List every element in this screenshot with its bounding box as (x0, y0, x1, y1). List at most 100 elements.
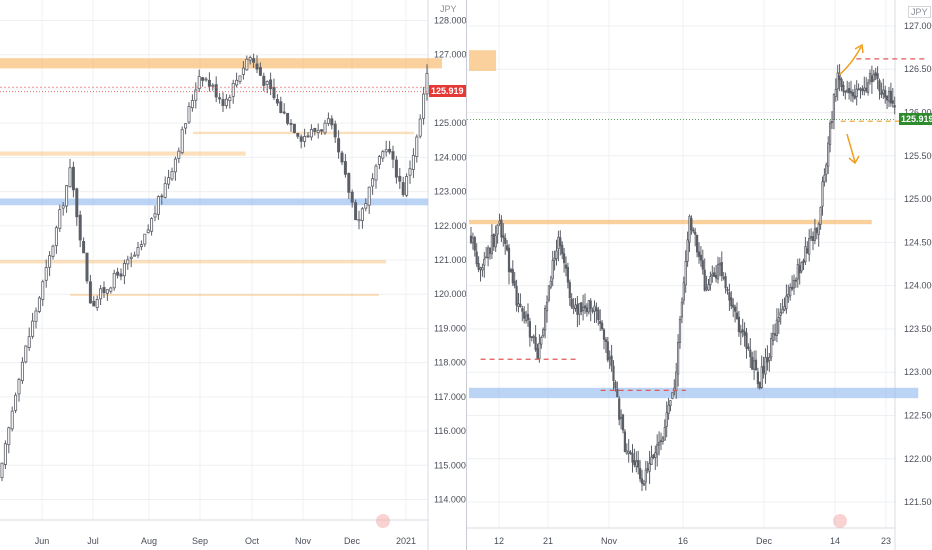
candle-body (692, 229, 695, 232)
candle-body (547, 285, 550, 301)
candle-body (874, 72, 877, 77)
candle-body (551, 260, 554, 280)
candle-body (610, 355, 613, 366)
right-chart-panel[interactable]: 127.000 126.500 126.000 125.500 125.000 124.5… (466, 0, 932, 550)
candle-body (415, 136, 419, 157)
left-chart-panel[interactable]: 128.000127.000126.000125.000124.000123.0… (0, 0, 466, 550)
candle-body (41, 281, 45, 300)
candle-body (699, 254, 702, 261)
candle-body (819, 206, 822, 225)
x-tick-label: Jul (87, 536, 99, 546)
candle-body (568, 282, 571, 299)
candle-body (469, 235, 473, 243)
candle-body (876, 73, 879, 79)
candle-body (884, 90, 887, 98)
candle-body (95, 299, 99, 308)
candle-body (836, 72, 839, 90)
candle-body (221, 99, 225, 106)
candle-body (282, 111, 286, 114)
candle-body (422, 93, 426, 119)
candle-body (496, 224, 499, 235)
support-zone (0, 198, 428, 206)
candle-body (648, 463, 651, 472)
y-tick-label: 121.000 (434, 255, 466, 265)
candle-body (659, 440, 663, 443)
candle-body (109, 287, 113, 292)
candle-body (663, 427, 666, 441)
candle-body (678, 318, 682, 343)
candle-body (582, 306, 585, 311)
candle-body (656, 444, 659, 455)
candle-body (471, 237, 474, 244)
y-tick-label: 121.500 (904, 497, 932, 507)
y-tick-label: 115.000 (434, 460, 466, 470)
candle-body (638, 467, 642, 480)
candle-body (671, 392, 674, 400)
candle-body (180, 129, 184, 154)
candle-body (726, 289, 729, 291)
candle-body (262, 75, 266, 86)
candle-body (861, 88, 864, 92)
candle-body (735, 312, 739, 320)
left-candlestick-chart[interactable]: 128.000127.000126.000125.000124.000123.0… (0, 0, 466, 550)
candle-body (650, 456, 653, 465)
candle-body (838, 72, 841, 81)
candle-body (521, 308, 524, 312)
y-tick-label: 124.000 (434, 152, 466, 162)
candle-body (789, 286, 792, 297)
y-tick-label: 125.000 (434, 118, 466, 128)
candle-body (418, 118, 422, 137)
candle-body (511, 268, 514, 284)
candle-body (804, 246, 807, 263)
candle-body (313, 127, 317, 132)
candle-body (657, 442, 661, 446)
candle-body (621, 414, 625, 431)
candle-body (754, 359, 758, 371)
candle-body (490, 235, 494, 255)
candle-body (207, 79, 211, 87)
candle-body (347, 173, 351, 193)
y-tick-label: 126.500 (904, 64, 932, 74)
candle-body (506, 245, 509, 251)
candle-body (618, 398, 621, 420)
candle-body (885, 95, 889, 101)
candle-body (853, 95, 856, 99)
candle-body (844, 90, 847, 93)
candle-body (384, 149, 388, 153)
candle-body (235, 79, 239, 86)
candle-body (129, 256, 133, 260)
candle-body (815, 227, 818, 234)
right-candlestick-chart[interactable]: 127.000 126.500 126.000 125.500 125.000 124.5… (467, 0, 932, 550)
candle-body (690, 217, 693, 231)
candle-body (214, 84, 218, 98)
x-tick-label: 16 (678, 536, 688, 546)
candle-body (762, 365, 765, 374)
candle-body (153, 213, 157, 218)
candle-body (697, 251, 701, 257)
y-tick-label: 127.000 (434, 50, 466, 60)
candle-body (54, 227, 58, 246)
candle-body (279, 101, 283, 113)
candle-body (502, 235, 505, 238)
candle-body (669, 400, 672, 406)
resistance-zone (469, 219, 872, 225)
candle-body (887, 91, 891, 102)
candle-body (204, 78, 208, 81)
y-tick-label: 122.000 (434, 221, 466, 231)
candle-body (766, 357, 769, 363)
y-tick-label: 124.000 (904, 281, 932, 291)
x-tick-label: Nov (295, 536, 312, 546)
candle-body (17, 379, 21, 395)
y-tick-label: 125.000 (904, 194, 932, 204)
candle-body (595, 307, 598, 311)
x-tick-label: Oct (245, 536, 260, 546)
candle-body (817, 223, 820, 235)
candle-body (764, 357, 767, 375)
resistance-zone (469, 50, 497, 71)
candle-body (364, 203, 368, 209)
up-arrow-head-icon (854, 43, 864, 54)
candle-body (48, 255, 52, 268)
right-currency-label: JPY (908, 6, 931, 18)
candle-body (673, 387, 676, 392)
candle-body (863, 87, 866, 91)
